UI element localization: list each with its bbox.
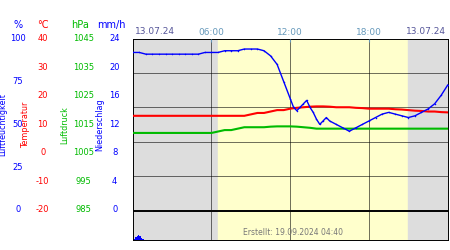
Text: 12: 12 — [109, 120, 120, 129]
Text: 24: 24 — [109, 34, 120, 43]
Text: 1045: 1045 — [73, 34, 94, 43]
Bar — [141, 238, 142, 240]
Text: 30: 30 — [37, 63, 48, 72]
Text: 13.07.24: 13.07.24 — [135, 27, 175, 36]
Text: 20: 20 — [37, 91, 48, 100]
Bar — [133, 211, 218, 240]
Text: hPa: hPa — [71, 20, 89, 30]
Text: 20: 20 — [109, 63, 120, 72]
Bar — [138, 235, 139, 240]
Text: 995: 995 — [76, 177, 91, 186]
Text: 50: 50 — [13, 120, 23, 129]
Text: Luftfeuchtigkeit: Luftfeuchtigkeit — [0, 94, 7, 156]
Text: 100: 100 — [10, 34, 26, 43]
Text: 0: 0 — [112, 206, 117, 214]
Text: Erstellt: 19.09.2024 04:40: Erstellt: 19.09.2024 04:40 — [243, 228, 343, 237]
Text: 985: 985 — [75, 206, 91, 214]
Bar — [142, 239, 143, 240]
Text: 40: 40 — [37, 34, 48, 43]
Text: Temperatur: Temperatur — [21, 102, 30, 148]
Text: 0: 0 — [40, 148, 45, 158]
Text: 1005: 1005 — [73, 148, 94, 158]
Text: %: % — [14, 20, 22, 30]
Bar — [218, 39, 408, 210]
Bar — [135, 237, 137, 240]
Text: 1035: 1035 — [73, 63, 94, 72]
Bar — [408, 211, 448, 240]
Text: 10: 10 — [37, 120, 48, 129]
Bar — [218, 211, 408, 240]
Text: 16: 16 — [109, 91, 120, 100]
Text: 8: 8 — [112, 148, 117, 158]
Text: 25: 25 — [13, 163, 23, 172]
Bar — [134, 239, 135, 240]
Bar — [137, 236, 138, 240]
Bar — [133, 39, 218, 210]
Text: Luftdruck: Luftdruck — [61, 106, 70, 144]
Bar — [408, 39, 448, 210]
Text: mm/h: mm/h — [97, 20, 126, 30]
Text: 0: 0 — [15, 206, 21, 214]
Text: 1015: 1015 — [73, 120, 94, 129]
Text: 13.07.24: 13.07.24 — [405, 27, 446, 36]
Text: 1025: 1025 — [73, 91, 94, 100]
Text: Niederschlag: Niederschlag — [95, 99, 104, 151]
Text: -20: -20 — [36, 206, 50, 214]
Text: -10: -10 — [36, 177, 50, 186]
Text: 75: 75 — [13, 77, 23, 86]
Text: °C: °C — [37, 20, 49, 30]
Text: 4: 4 — [112, 177, 117, 186]
